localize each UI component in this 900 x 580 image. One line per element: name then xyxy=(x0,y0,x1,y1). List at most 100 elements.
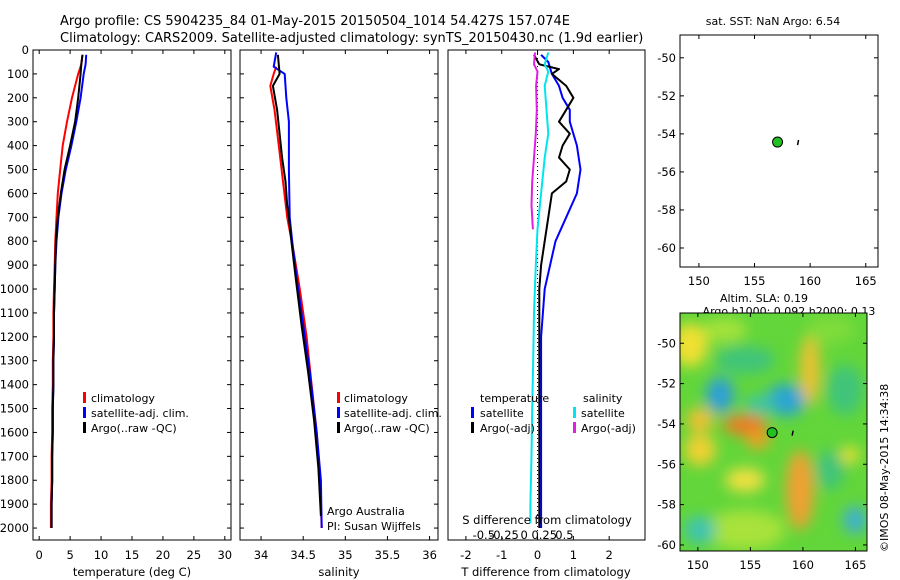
x-tick-label: 25 xyxy=(187,548,202,562)
y-tick-label: 1700 xyxy=(0,449,29,463)
legend-swatch-satellite xyxy=(83,407,86,418)
series-line xyxy=(50,54,88,528)
difference-xlabel: T difference from climatology xyxy=(460,565,631,579)
float-track xyxy=(796,139,800,146)
legend-label-salinity-satellite: satellite xyxy=(581,407,625,420)
float-track xyxy=(791,430,794,436)
legend-label-argo: Argo(..raw -QC) xyxy=(91,422,177,435)
map-y-tick-label: -54 xyxy=(657,127,676,141)
salinity-panel: 34 34.5 35 35.5 36 salinity climatology sate… xyxy=(239,49,442,579)
sla-map-title-line1: Altim. SLA: 0.19 xyxy=(720,292,808,305)
y-tick-label: 1900 xyxy=(0,497,29,511)
y-tick-label: 1600 xyxy=(0,425,29,439)
temperature-panel: 0100200300400500600700800900100011001200… xyxy=(0,43,232,579)
legend-swatch-climatology xyxy=(337,392,340,403)
legend-header-salinity: salinity xyxy=(583,392,623,405)
map-y-tick-label: -56 xyxy=(657,165,676,179)
series-line xyxy=(271,54,322,517)
difference-x2label: S difference from climatology xyxy=(462,513,632,527)
map-x-tick-label: 160 xyxy=(799,274,821,288)
x-tick-label: 20 xyxy=(156,548,171,562)
map-x-tick-label: 150 xyxy=(688,274,710,288)
map-x-tick-label: 165 xyxy=(855,274,877,288)
x-tick-label: 35 xyxy=(338,548,353,562)
temperature-legend: climatology satellite-adj. clim. Argo(..… xyxy=(83,392,189,435)
figure-title-line1: Argo profile: CS 5904235_84 01-May-2015 … xyxy=(60,14,570,29)
sla-map-frame xyxy=(679,312,868,552)
series-line xyxy=(50,54,84,528)
argo-float-marker xyxy=(766,427,778,439)
legend-label-argo: Argo(..raw -QC) xyxy=(344,422,430,435)
map-x-tick-label: 155 xyxy=(744,274,766,288)
temperature-xlabel: temperature (deg C) xyxy=(73,565,191,579)
difference-panel: -2 -1 0 1 2-0.5-0.25 0 0.250.5 T difference fr… xyxy=(447,49,646,579)
y-tick-label: 1000 xyxy=(0,282,29,296)
y-tick-label: 800 xyxy=(7,234,29,248)
legend-swatch-satellite xyxy=(337,407,340,418)
argo-float-marker xyxy=(772,136,784,148)
legend-label-satellite: satellite-adj. clim. xyxy=(91,407,189,420)
series-line xyxy=(533,54,575,528)
map-y-tick-label: -50 xyxy=(657,51,676,65)
map-y-tick-label: -60 xyxy=(657,538,676,552)
y-tick-label: 1300 xyxy=(0,354,29,368)
x-tick-label: 0 xyxy=(534,548,541,562)
annotation-argo-australia: Argo Australia xyxy=(327,505,405,518)
x-tick-label: 30 xyxy=(217,548,232,562)
x-tick-label: 34.5 xyxy=(290,548,316,562)
y-tick-label: 900 xyxy=(7,258,29,272)
legend-label-satellite: satellite-adj. clim. xyxy=(344,407,442,420)
map-y-tick-label: -52 xyxy=(657,377,676,391)
sla-field xyxy=(680,313,867,551)
x-tick-label: 35.5 xyxy=(375,548,401,562)
x2-tick-label: -0.25 xyxy=(489,528,519,542)
map-y-tick-label: -54 xyxy=(657,417,676,431)
legend-swatch-salinity-argo xyxy=(573,422,576,433)
y-tick-label: 1400 xyxy=(0,378,29,392)
salinity-axes-frame xyxy=(239,49,439,541)
legend-swatch-salinity-satellite xyxy=(573,407,576,418)
difference-axes-frame xyxy=(447,49,646,541)
map-y-tick-label: -58 xyxy=(657,203,676,217)
figure-title-line2: Climatology: CARS2009. Satellite-adjuste… xyxy=(60,31,643,46)
legend-label-temperature-argo: Argo(-adj) xyxy=(480,422,535,435)
x-tick-label: 36 xyxy=(422,548,437,562)
legend-label-climatology: climatology xyxy=(91,392,155,405)
y-tick-label: 200 xyxy=(7,91,29,105)
map-x-tick-label: 155 xyxy=(739,558,761,572)
x-tick-label: 34 xyxy=(254,548,269,562)
legend-label-temperature-satellite: satellite xyxy=(480,407,524,420)
legend-swatch-temperature-satellite xyxy=(471,407,474,418)
salinity-legend: climatology satellite-adj. clim. Argo(..… xyxy=(337,392,442,435)
sst-map-title: sat. SST: NaN Argo: 6.54 xyxy=(706,15,840,28)
legend-label-climatology: climatology xyxy=(344,392,408,405)
map-x-tick-label: 150 xyxy=(687,558,709,572)
x2-tick-label: 0.5 xyxy=(555,528,573,542)
x2-tick-label: -0.5 xyxy=(473,528,495,542)
series-line xyxy=(529,52,550,524)
map-x-tick-label: 165 xyxy=(844,558,866,572)
map-y-tick-label: -56 xyxy=(657,457,676,471)
sla-map: Altim. SLA: 0.19 Argo h1000: 0.092 h2000… xyxy=(657,292,891,572)
salinity-xlabel: salinity xyxy=(318,565,359,579)
annotation-pi-name: PI: Susan Wijffels xyxy=(327,520,421,533)
y-tick-label: 300 xyxy=(7,115,29,129)
x-tick-label: 0 xyxy=(36,548,43,562)
x2-tick-label: 0 xyxy=(520,528,527,542)
series-line xyxy=(540,54,582,528)
x-tick-label: 10 xyxy=(94,548,109,562)
y-tick-label: 100 xyxy=(7,67,29,81)
y-tick-label: 700 xyxy=(7,210,29,224)
series-line xyxy=(269,66,323,529)
y-tick-label: 1800 xyxy=(0,473,29,487)
y-tick-label: 0 xyxy=(22,43,29,57)
legend-swatch-temperature-argo xyxy=(471,422,474,433)
y-tick-label: 400 xyxy=(7,139,29,153)
series-line xyxy=(49,54,84,528)
map-x-tick-label: 160 xyxy=(792,558,814,572)
y-tick-label: 600 xyxy=(7,186,29,200)
x2-tick-label: 0.25 xyxy=(531,528,557,542)
legend-header-temperature: temperature xyxy=(480,392,549,405)
y-tick-label: 500 xyxy=(7,163,29,177)
